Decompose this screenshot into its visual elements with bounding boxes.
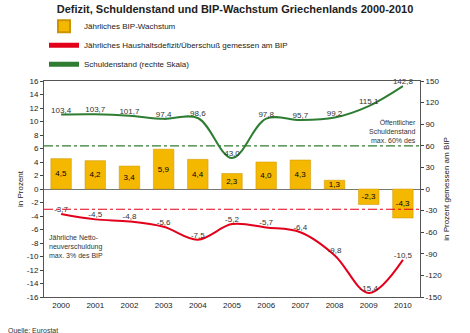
- svg-text:120: 120: [426, 98, 440, 107]
- svg-text:Quelle: Eurostat: Quelle: Eurostat: [8, 327, 58, 333]
- svg-text:-4: -4: [31, 212, 39, 221]
- svg-text:2009: 2009: [360, 301, 378, 310]
- svg-text:-5,6: -5,6: [157, 218, 171, 227]
- svg-text:in Prozent gemessen am BIP: in Prozent gemessen am BIP: [442, 137, 451, 241]
- svg-text:2003: 2003: [155, 301, 173, 310]
- svg-text:2010: 2010: [394, 301, 412, 310]
- svg-text:-2: -2: [31, 198, 39, 207]
- svg-text:4,4: 4,4: [192, 170, 204, 179]
- svg-text:-2,3: -2,3: [362, 192, 376, 201]
- svg-text:4,3: 4,3: [295, 170, 307, 179]
- svg-text:-15,4: -15,4: [360, 284, 379, 293]
- svg-text:-10: -10: [27, 252, 39, 261]
- svg-text:2000: 2000: [52, 301, 70, 310]
- svg-text:2,3: 2,3: [226, 177, 238, 186]
- svg-text:115,1: 115,1: [359, 97, 379, 106]
- svg-text:30: 30: [426, 163, 435, 172]
- svg-text:4,0: 4,0: [260, 171, 272, 180]
- svg-text:-14: -14: [27, 279, 39, 288]
- svg-text:99,2: 99,2: [327, 109, 343, 118]
- svg-text:-16: -16: [27, 293, 39, 302]
- svg-text:2: 2: [34, 171, 39, 180]
- svg-text:-5,2: -5,2: [225, 215, 239, 224]
- svg-text:-9,8: -9,8: [328, 246, 342, 255]
- svg-text:2006: 2006: [257, 301, 275, 310]
- svg-text:-12: -12: [27, 266, 39, 275]
- svg-text:-6: -6: [31, 225, 39, 234]
- svg-text:103,4: 103,4: [51, 106, 72, 115]
- svg-text:-10,5: -10,5: [394, 251, 413, 260]
- svg-text:0: 0: [426, 185, 431, 194]
- svg-text:in Prozent: in Prozent: [16, 170, 25, 207]
- svg-text:-120: -120: [426, 271, 443, 280]
- svg-text:90: 90: [426, 120, 435, 129]
- svg-text:-150: -150: [426, 293, 443, 302]
- svg-text:97,4: 97,4: [156, 110, 172, 119]
- svg-text:8: 8: [34, 131, 39, 140]
- svg-text:4,5: 4,5: [55, 169, 67, 178]
- svg-text:2007: 2007: [291, 301, 309, 310]
- svg-text:60: 60: [426, 142, 435, 151]
- svg-text:-6,4: -6,4: [293, 223, 307, 232]
- svg-text:Jährliches BIP-Wachstum: Jährliches BIP-Wachstum: [84, 22, 176, 31]
- svg-text:-4,8: -4,8: [123, 212, 137, 221]
- svg-text:10: 10: [29, 117, 38, 126]
- svg-text:-4,3: -4,3: [396, 199, 410, 208]
- svg-text:95,7: 95,7: [293, 111, 309, 120]
- svg-text:2001: 2001: [86, 301, 104, 310]
- svg-text:-90: -90: [426, 250, 438, 259]
- svg-text:1,3: 1,3: [329, 180, 341, 189]
- svg-text:-3,7: -3,7: [54, 205, 68, 214]
- svg-text:98,6: 98,6: [190, 109, 206, 118]
- svg-text:4,2: 4,2: [89, 170, 101, 179]
- svg-text:6: 6: [34, 144, 39, 153]
- svg-text:2002: 2002: [121, 301, 139, 310]
- svg-text:ÖffentlicherSchuldenstandmax.: ÖffentlicherSchuldenstandmax. 60% des: [369, 119, 416, 144]
- svg-text:97,8: 97,8: [258, 110, 274, 119]
- svg-text:-8: -8: [31, 239, 39, 248]
- svg-text:5,9: 5,9: [158, 165, 170, 174]
- svg-text:150: 150: [426, 77, 440, 86]
- svg-text:-7,5: -7,5: [191, 231, 205, 240]
- svg-text:142,8: 142,8: [393, 77, 414, 86]
- svg-text:12: 12: [29, 104, 38, 113]
- svg-text:-5,7: -5,7: [259, 218, 273, 227]
- svg-text:2004: 2004: [189, 301, 207, 310]
- svg-text:Jährliches Haushaltsdefizit/Üb: Jährliches Haushaltsdefizit/Überschuß ge…: [84, 41, 288, 50]
- svg-text:2008: 2008: [326, 301, 344, 310]
- svg-text:16: 16: [29, 77, 38, 86]
- svg-text:103,7: 103,7: [85, 105, 106, 114]
- svg-text:-60: -60: [426, 228, 438, 237]
- svg-text:43,0: 43,0: [224, 149, 240, 158]
- svg-text:Jährliche Netto-neuverschuldun: Jährliche Netto-neuverschuldungmax. 3% d…: [49, 234, 103, 259]
- svg-text:4: 4: [34, 158, 39, 167]
- svg-text:101,7: 101,7: [119, 107, 140, 116]
- svg-text:0: 0: [34, 185, 39, 194]
- svg-text:Schuldenstand (rechte Skala): Schuldenstand (rechte Skala): [84, 60, 189, 69]
- svg-text:3,4: 3,4: [124, 173, 136, 182]
- svg-text:2005: 2005: [223, 301, 241, 310]
- svg-text:-4,5: -4,5: [88, 210, 102, 219]
- svg-text:14: 14: [29, 90, 38, 99]
- svg-text:Defizit, Schuldenstand und BIP: Defizit, Schuldenstand und BIP-Wachstum …: [57, 3, 414, 15]
- svg-text:-30: -30: [426, 206, 438, 215]
